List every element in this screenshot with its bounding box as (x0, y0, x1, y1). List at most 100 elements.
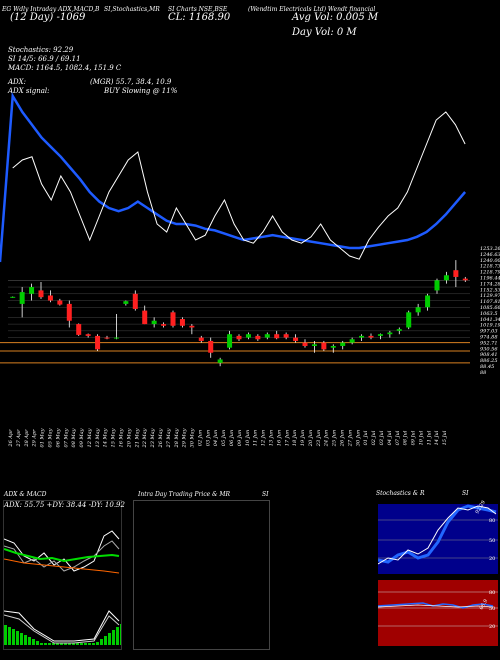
intraday-title: Intra Day Trading Price & MR (138, 491, 231, 498)
candle-body (368, 335, 374, 338)
macd-bar (92, 643, 95, 645)
price-axis-label: 1174.28 (480, 281, 500, 287)
price-axis-label: 1246.63 (480, 252, 500, 258)
candle-body (57, 300, 63, 305)
adx-macd-panel: ADX & MACD ADX: 55.75 +DY: 38.44 -DY: 10… (3, 491, 125, 650)
date-label: 10 Jun (245, 430, 251, 446)
date-label: 09 Jul (411, 430, 417, 445)
date-label: 26 May (158, 428, 164, 448)
date-label: 03 Jun (205, 430, 211, 446)
candle-body (47, 295, 53, 301)
candle-body (29, 287, 35, 294)
macd-readout: MACD: 1164.5, 1082.4, 151.9 C (8, 64, 122, 72)
price-axis-label: 1019.19 (480, 323, 500, 329)
candle-body (340, 342, 346, 346)
date-label: 27 Apr (16, 429, 22, 448)
date-label: 14 May (103, 428, 109, 447)
date-label: 27 May (166, 428, 172, 448)
price-axis-label: 1152.53 (480, 287, 500, 293)
candle-body (311, 344, 317, 346)
date-label: 23 May (150, 428, 156, 448)
date-label: 27 Jun (347, 430, 353, 447)
stochastics-d-line (378, 505, 497, 565)
candle-body (453, 270, 459, 277)
macd-bar (8, 627, 11, 645)
date-label: 04 Jul (387, 430, 393, 445)
candle-body (425, 295, 431, 308)
adx-macd-chart (4, 530, 121, 645)
candle-body (189, 325, 195, 328)
candle-body (38, 290, 44, 298)
candle-body (66, 303, 72, 321)
stochastics-title: Stochastics & R (376, 490, 425, 497)
candle-body (179, 319, 185, 326)
date-label: 28 May (174, 428, 180, 448)
macd-bar (64, 643, 67, 645)
price-axis-label: 952.71 (480, 340, 498, 346)
macd-bar (52, 643, 55, 645)
indicator-block: Stochastics: 92.29 SI 14/5: 66.9 / 69.11… (8, 46, 308, 73)
date-label: 20 May (126, 428, 132, 448)
macd-bar (32, 639, 35, 645)
day-volume-label: Day Vol: 0 M (292, 27, 357, 38)
date-label: 12 May (87, 428, 93, 447)
candle-body (274, 334, 280, 339)
date-label: 29 May (182, 428, 188, 448)
date-label: 03 Jul (379, 430, 385, 445)
adx-readout: ADX: (8, 78, 27, 86)
macd-bar (80, 643, 83, 645)
adx-macd-readout: ADX: 55.75 +DY: 38.44 -DY: 10.92 (4, 501, 125, 509)
date-label: 22 May (142, 428, 148, 448)
candle-body (151, 320, 157, 325)
date-label: 24 Jun (324, 430, 330, 447)
adx-signal-label: ADX signal: (8, 87, 50, 95)
macd-bar (88, 643, 91, 645)
macd-bar (76, 643, 79, 645)
stochastics-panel: Stochastics & R SI 80 50 20 92.29 80 50 20 66.9 (376, 490, 498, 648)
intraday-panel: Intra Day Trading Price & MR SI (133, 491, 270, 650)
macd-bar (100, 639, 103, 645)
date-label: 12 Jun (261, 430, 267, 446)
price-axis-label: 88 (480, 370, 486, 376)
date-label: 01 Jul (363, 430, 369, 445)
rsi-tick: 20 (489, 624, 495, 630)
ma-line-blue (0, 92, 467, 263)
macd-bar (104, 636, 107, 645)
price-axis-label: 908.41 (480, 352, 498, 358)
candle-body (245, 334, 251, 338)
date-label: 05 May (47, 428, 53, 447)
price-axis-label: 974.88 (480, 335, 498, 341)
candle-body (95, 335, 101, 350)
header-title-3: SI Charts NSE,BSE (168, 6, 228, 13)
candle-body (104, 337, 110, 339)
date-label: 16 Jun (276, 430, 282, 446)
macd-line (4, 610, 120, 642)
date-label: 05 Jun (221, 430, 227, 446)
date-label: 26 Apr (8, 429, 14, 448)
day-range-label: (12 Day) -1069 (10, 12, 86, 23)
macd-bar (108, 633, 111, 645)
price-axis-label: 1240.00 (480, 258, 500, 264)
candle-body (132, 293, 138, 309)
macd-bar (44, 643, 47, 645)
candle-body (283, 334, 289, 338)
candle-body (330, 346, 336, 348)
rsi-tick: 50 (489, 606, 495, 612)
candle-body (406, 312, 412, 328)
macd-bar (116, 627, 119, 645)
rsi-line (378, 602, 494, 609)
date-label: 10 Jul (418, 430, 424, 445)
date-label: 28 Apr (24, 429, 30, 448)
date-label: 15 May (111, 428, 117, 447)
candle-body (170, 312, 176, 326)
stochastics-readout: Stochastics: 92.29 (8, 46, 74, 54)
macd-bar (48, 643, 51, 645)
candle-body (85, 334, 91, 336)
macd-bar (20, 633, 23, 645)
date-label: 19 Jun (300, 430, 306, 446)
candle-body (396, 329, 402, 331)
si-readout: SI 14/5: 66.9 / 69.11 (8, 55, 81, 63)
date-label: 11 Jul (426, 430, 432, 445)
candle-body (227, 334, 233, 348)
